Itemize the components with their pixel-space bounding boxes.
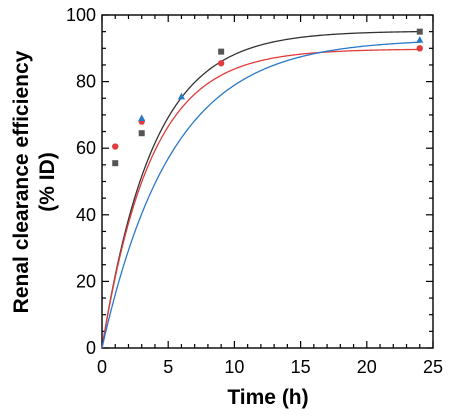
y-axis-title-line1: Renal clearance efficiency	[10, 50, 33, 313]
data-point-square	[112, 160, 119, 167]
tick-labels: 0 5 10 15 20 25 0 20 40 60 80 100	[66, 5, 443, 377]
x-tick-label: 25	[423, 357, 443, 377]
x-tick-label: 10	[224, 357, 244, 377]
y-tick-label: 80	[76, 72, 96, 92]
data-point-triangle	[138, 114, 146, 122]
axes	[101, 14, 434, 349]
fit-curve-square	[101, 30, 420, 349]
data-point-circle	[416, 45, 423, 52]
data-point-square	[218, 48, 225, 55]
data-point-square	[416, 28, 423, 35]
data-point-circle	[112, 143, 119, 150]
y-tick-label: 60	[76, 138, 96, 158]
y-tick-label: 40	[76, 205, 96, 225]
plot-frame	[101, 14, 434, 349]
y-axis-title-line2: (% ID)	[36, 152, 59, 212]
fit-curve-triangle	[101, 41, 420, 349]
data-point-square	[138, 130, 145, 137]
y-tick-label: 0	[86, 338, 96, 358]
fit-curves	[101, 30, 420, 349]
data-point-circle	[217, 60, 225, 67]
y-tick-label: 100	[66, 5, 96, 25]
fit-curve-circle	[101, 48, 420, 349]
x-tick-label: 15	[291, 357, 311, 377]
y-tick-label: 20	[76, 271, 96, 291]
x-tick-label: 5	[163, 357, 173, 377]
x-tick-label: 0	[97, 357, 107, 377]
data-point-triangle	[177, 92, 186, 100]
x-axis-title: Time (h)	[227, 386, 308, 409]
x-tick-label: 20	[357, 357, 377, 377]
data-point-triangle	[416, 36, 424, 43]
data-markers	[112, 28, 424, 167]
